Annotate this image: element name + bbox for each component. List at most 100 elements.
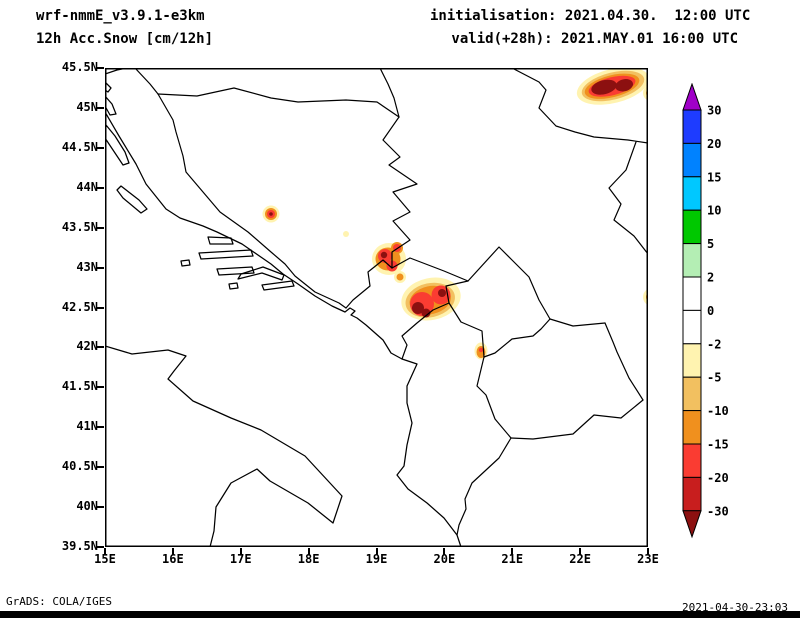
colorbar-segment — [682, 376, 702, 412]
border-macedonia-greece — [510, 399, 644, 440]
colorbar-segment — [682, 476, 702, 512]
island-pag — [105, 124, 130, 166]
colorbar-level-label: 15 — [707, 170, 721, 184]
snow-shading — [262, 68, 648, 360]
valid-time: valid(+28h): 2021.MAY.01 16:00 UTC — [451, 31, 738, 47]
x-tick-label: 16E — [162, 552, 184, 566]
x-tick-mark — [375, 548, 378, 555]
y-tick-mark — [96, 426, 104, 429]
y-tick-label: 43N — [76, 259, 98, 274]
snow-blob-herzegovina — [262, 205, 280, 223]
border-kosovo-serbia-north — [467, 246, 551, 320]
border-kosovo-macedonia — [483, 318, 551, 358]
country-borders — [105, 68, 648, 536]
colorbar-segment — [682, 443, 702, 478]
colorbar-segment — [682, 276, 702, 311]
island-lastovo — [228, 282, 239, 290]
colorbar-level-label: 20 — [707, 137, 721, 151]
x-tick-mark — [104, 548, 106, 555]
y-tick-label: 42N — [76, 339, 98, 354]
y-tick-mark — [96, 266, 104, 269]
map-plot-area — [105, 68, 648, 547]
colorbar-arrow-top — [682, 82, 702, 111]
y-tick-label: 41N — [76, 419, 98, 434]
border-montenegro-albania — [401, 302, 450, 360]
colorbar-level-label: -20 — [707, 471, 729, 485]
x-tick-mark — [579, 548, 582, 555]
colorbar-segment — [682, 343, 702, 378]
colorbar-segment — [682, 109, 702, 144]
snow-blob-drina-cluster — [372, 242, 406, 283]
island-korcula — [216, 266, 255, 276]
y-tick-mark — [96, 346, 104, 349]
plot-frame-border — [105, 68, 648, 547]
island-cres — [105, 81, 112, 93]
x-tick-label: 21E — [501, 552, 524, 566]
colorbar-segment — [682, 142, 702, 178]
border-albania-macedonia — [476, 356, 512, 439]
colorbar-segment — [682, 243, 702, 278]
grads-credit: GrADS: COLA/IGES — [6, 595, 112, 608]
y-tick-label: 44.5N — [61, 139, 98, 154]
island-rab — [105, 95, 117, 116]
x-tick-mark — [307, 548, 310, 555]
x-tick-mark — [443, 548, 446, 555]
y-tick-mark — [96, 506, 104, 509]
x-tick-mark — [239, 548, 242, 555]
snow-blob-durmitor-main — [401, 277, 461, 321]
y-tick-mark — [96, 186, 104, 189]
border-serbia-romania-danube — [511, 68, 648, 144]
colorbar-level-label: -10 — [707, 404, 729, 418]
adriatic-east-coast — [105, 111, 462, 547]
colorbar-level-label: 2 — [707, 271, 714, 285]
coastlines — [105, 81, 462, 547]
y-tick-mark — [96, 306, 104, 309]
italy-coast — [105, 345, 343, 547]
border-serbia-macedonia — [549, 318, 606, 327]
model-name: wrf-nmmE_v3.9.1-e3km — [36, 8, 205, 24]
map-canvas — [105, 68, 648, 547]
colorbar-segment — [682, 309, 702, 345]
snow-speck — [343, 231, 349, 237]
x-tick-mark — [171, 548, 174, 555]
y-tick-label: 44N — [76, 179, 98, 194]
colorbar-level-label: 10 — [707, 204, 721, 218]
colorbar-level-label: -5 — [707, 371, 721, 385]
border-sava-north-bosnia — [157, 87, 400, 118]
creation-timestamp: 2021-04-30-23:03 — [682, 601, 788, 614]
border-drina-bosnia-serbia — [382, 116, 418, 269]
border-montenegro-kosovo — [445, 280, 469, 304]
x-tick-mark — [647, 548, 649, 555]
border-serbia-bulgaria — [608, 141, 648, 255]
y-tick-label: 45N — [76, 99, 98, 114]
island-mljet — [261, 280, 295, 291]
colorbar-level-label: -15 — [707, 438, 729, 452]
colorbar-level-label: 5 — [707, 237, 714, 251]
y-tick-label: 45.5N — [61, 60, 98, 74]
y-tick-label: 41.5N — [61, 379, 98, 394]
y-tick-label: 40N — [76, 499, 98, 514]
border-croatia-serbia — [379, 68, 400, 118]
colorbar-level-label: -2 — [707, 337, 721, 351]
x-tick-label: 18E — [297, 552, 320, 566]
colorbar-arrow-bottom — [682, 510, 702, 539]
y-tick-mark — [96, 226, 104, 229]
colorbar-level-label: 0 — [707, 304, 714, 318]
y-tick-label: 43.5N — [61, 219, 98, 234]
y-tick-mark — [96, 546, 104, 548]
x-tick-label: 19E — [365, 552, 388, 566]
colorbar-level-label: -30 — [707, 504, 729, 518]
border-albania-greece — [456, 437, 512, 536]
island-vis — [180, 259, 191, 267]
x-tick-label: 23E — [637, 552, 659, 566]
bottom-bar — [0, 611, 800, 618]
peljesac-peninsula — [237, 266, 285, 281]
x-tick-label: 20E — [433, 552, 456, 566]
y-tick-label: 39.5N — [61, 539, 98, 553]
y-tick-label: 40.5N — [61, 459, 98, 474]
colorbar-level-label: 30 — [707, 104, 721, 118]
y-tick-label: 42.5N — [61, 299, 98, 314]
initialisation-time: initialisation: 2021.04.30. 12:00 UTC — [430, 8, 751, 24]
